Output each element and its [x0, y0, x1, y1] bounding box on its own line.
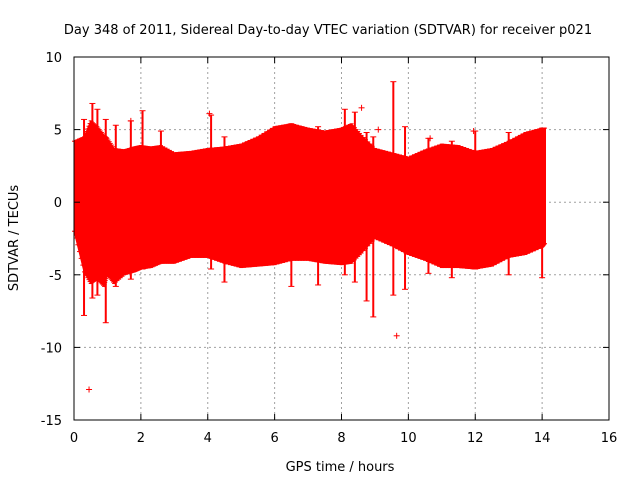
y-tick-label: 0	[54, 196, 62, 211]
x-axis-label: GPS time / hours	[286, 460, 395, 475]
x-tick-label: 8	[337, 431, 345, 446]
x-tick-label: 10	[400, 431, 417, 446]
chart-title: Day 348 of 2011, Sidereal Day-to-day VTE…	[64, 23, 592, 38]
y-tick-label: -10	[41, 341, 62, 356]
axis-ticks	[73, 56, 610, 421]
outlier-point	[86, 386, 93, 393]
tick-labels: 0 2 4 6 8 10 12 14 16 -15 -10 -5 0 5 10	[41, 51, 618, 446]
y-tick-label: -15	[41, 414, 62, 429]
outlier-point	[206, 110, 213, 117]
x-tick-label: 12	[467, 431, 484, 446]
x-tick-label: 14	[534, 431, 551, 446]
y-tick-label: 5	[54, 124, 62, 139]
x-tick-label: 4	[204, 431, 212, 446]
outlier-point	[427, 135, 434, 142]
outlier-point	[393, 332, 400, 339]
outlier-point	[127, 117, 134, 124]
data-spikes	[81, 81, 546, 324]
outlier-point	[375, 126, 382, 133]
outlier-point	[470, 128, 477, 135]
x-tick-label: 6	[270, 431, 278, 446]
y-tick-label: 10	[45, 51, 62, 66]
outlier-point	[358, 104, 365, 111]
x-tick-label: 2	[137, 431, 145, 446]
y-axis-label: SDTVAR / TECUs	[7, 185, 22, 292]
x-tick-label: 0	[70, 431, 78, 446]
y-tick-label: -5	[49, 269, 62, 284]
x-tick-label: 16	[601, 431, 618, 446]
data-outliers	[86, 104, 477, 393]
